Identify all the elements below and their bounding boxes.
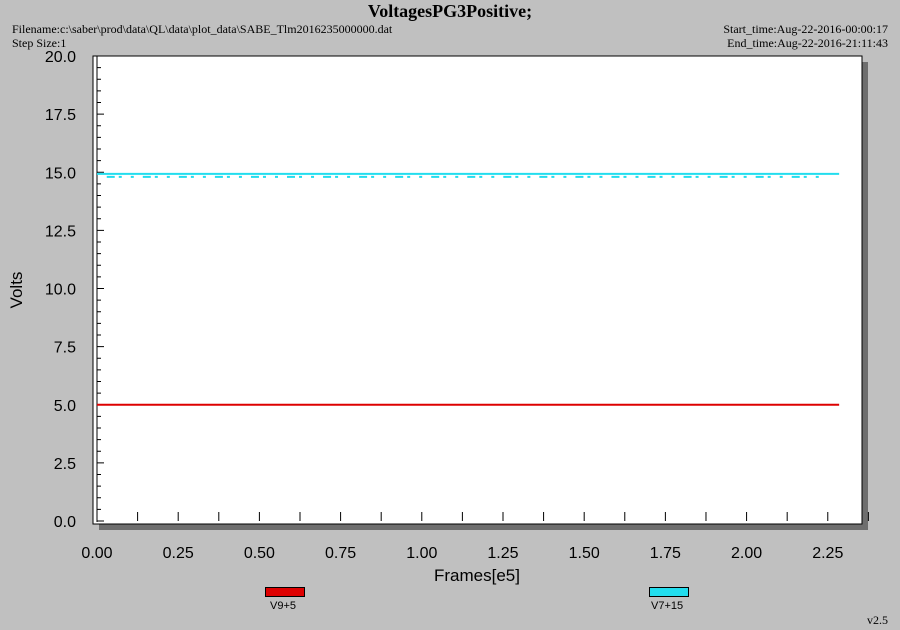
series-marker (407, 175, 411, 178)
series-marker (431, 175, 440, 178)
series-marker (647, 175, 656, 178)
series-marker (323, 175, 332, 178)
series-marker (683, 175, 692, 178)
series-marker (371, 175, 375, 178)
series-marker (202, 175, 206, 178)
series-marker (587, 175, 591, 178)
series-layer (97, 172, 840, 406)
series-marker (695, 175, 699, 178)
series-marker (299, 175, 303, 178)
series-marker (214, 175, 223, 178)
series-marker (106, 175, 115, 178)
series-marker (527, 175, 531, 178)
y-tick-label: 17.5 (45, 107, 76, 124)
plot-area (92, 55, 863, 525)
x-tick-label: 1.75 (650, 545, 681, 562)
series-marker (166, 175, 170, 178)
y-tick-label: 10.0 (45, 282, 76, 299)
series-marker (803, 175, 807, 178)
series-marker (611, 175, 620, 178)
series-marker (250, 175, 259, 178)
y-axis-ticks: 0.0 2.5 5.0 7.5 10.0 12.5 15.0 17.5 20.0 (45, 49, 104, 531)
series-marker (226, 175, 230, 178)
series-marker (779, 175, 783, 178)
series-marker (178, 175, 187, 178)
x-tick-label: 0.00 (81, 545, 112, 562)
version-label: v2.5 (867, 613, 888, 627)
start-time-label: Start_time:Aug-22-2016-00:00:17 (723, 22, 888, 36)
series-marker (755, 175, 764, 178)
series-marker (503, 175, 512, 178)
series-marker (130, 175, 134, 178)
series-marker (347, 175, 351, 178)
series-marker (659, 175, 663, 178)
y-tick-label: 20.0 (45, 49, 76, 66)
x-axis-ticks: 0.00 0.25 0.50 0.75 1.00 1.25 1.50 1.75 2.00 2.25 (81, 512, 869, 562)
series-marker (623, 175, 627, 178)
series-marker (491, 175, 495, 178)
y-tick-label: 5.0 (54, 398, 76, 415)
series-marker (767, 175, 771, 178)
x-tick-label: 0.75 (325, 545, 356, 562)
series-marker (719, 175, 728, 178)
series-marker (287, 175, 296, 178)
y-axis-label: Volts (7, 272, 26, 309)
series-marker (383, 175, 387, 178)
step-size-label: Step Size:1 (12, 36, 67, 50)
legend-label: V9+5 (270, 600, 296, 612)
chart-title: VoltagesPG3Positive; (367, 1, 533, 21)
series-marker (118, 175, 122, 178)
x-tick-label: 0.25 (163, 545, 194, 562)
x-tick-label: 1.00 (406, 545, 437, 562)
series-marker (274, 175, 278, 178)
series-marker (238, 175, 242, 178)
series-marker (335, 175, 339, 178)
x-tick-label: 2.00 (731, 545, 762, 562)
series-marker (154, 175, 158, 178)
series-marker (467, 175, 476, 178)
series-marker (707, 175, 711, 178)
y-tick-label: 7.5 (54, 340, 76, 357)
series-marker (479, 175, 483, 178)
legend-swatch (649, 587, 689, 597)
series-marker (671, 175, 675, 178)
series-marker (190, 175, 194, 178)
series-marker (515, 175, 519, 178)
series-marker (791, 175, 800, 178)
series-marker (563, 175, 567, 178)
y-tick-label: 0.0 (54, 514, 76, 531)
x-axis-label: Frames[e5] (434, 566, 520, 585)
legend-swatch (265, 587, 305, 597)
y-tick-label: 12.5 (45, 223, 76, 240)
series-marker (262, 175, 266, 178)
filename-label: Filename:c:\saber\prod\data\QL\data\plot… (12, 22, 393, 36)
series-marker (359, 175, 368, 178)
y-tick-label: 15.0 (45, 165, 76, 182)
series-marker (539, 175, 548, 178)
series-marker (455, 175, 459, 178)
series-marker (635, 175, 639, 178)
series-marker (599, 175, 603, 178)
series-marker (311, 175, 315, 178)
end-time-label: End_time:Aug-22-2016-21:11:43 (727, 36, 888, 50)
x-tick-label: 2.25 (812, 545, 843, 562)
series-marker (551, 175, 555, 178)
series-marker (419, 175, 423, 178)
series-marker (443, 175, 447, 178)
series-marker (142, 175, 151, 178)
series-marker (731, 175, 735, 178)
series-marker (815, 175, 819, 178)
x-tick-label: 1.25 (487, 545, 518, 562)
x-tick-label: 1.50 (569, 545, 600, 562)
series-marker (743, 175, 747, 178)
y-tick-label: 2.5 (54, 456, 76, 473)
legend-label: V7+15 (651, 600, 684, 612)
x-tick-label: 0.50 (244, 545, 275, 562)
series-marker (395, 175, 404, 178)
series-marker (575, 175, 584, 178)
